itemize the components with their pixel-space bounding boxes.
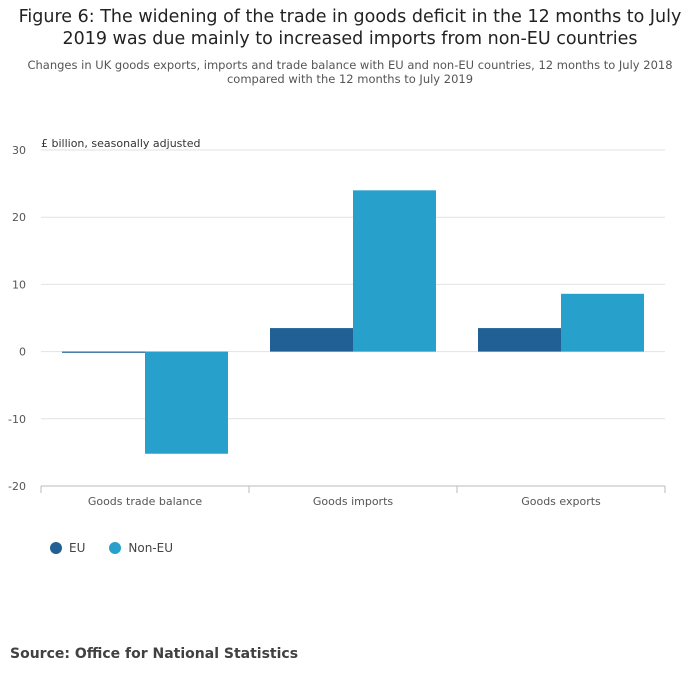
y-tick-label: 0 xyxy=(19,346,26,359)
x-category-label: Goods imports xyxy=(313,495,394,508)
y-tick-label: -10 xyxy=(8,413,26,426)
y-tick-label: 30 xyxy=(12,144,26,157)
bars xyxy=(62,190,644,454)
legend-item-non-eu[interactable]: Non-EU xyxy=(109,541,173,555)
y-tick-label: 20 xyxy=(12,211,26,224)
legend-label-eu: EU xyxy=(69,541,86,555)
bar-non-eu-goods-trade-balance[interactable] xyxy=(145,351,228,454)
legend-marker-non-eu xyxy=(109,542,122,554)
legend-label-non-eu: Non-EU xyxy=(128,541,173,555)
x-axis: Goods trade balance Goods imports Goods ex… xyxy=(40,486,666,508)
bar-eu-goods-imports[interactable] xyxy=(270,328,353,352)
x-category-label: Goods trade balance xyxy=(88,495,203,508)
bar-non-eu-goods-exports[interactable] xyxy=(561,293,644,352)
legend: EU Non-EU xyxy=(50,541,197,555)
chart-subtitle: Changes in UK goods exports, imports and… xyxy=(27,58,673,86)
chart-title: Figure 6: The widening of the trade in g… xyxy=(18,7,682,49)
y-tick-label: -20 xyxy=(8,480,26,493)
bar-non-eu-goods-imports[interactable] xyxy=(353,190,436,352)
x-category-label: Goods exports xyxy=(521,495,601,508)
y-axis-ticks: 30 20 10 0 -10 -20 xyxy=(8,144,26,493)
y-axis-unit-label: £ billion, seasonally adjusted xyxy=(41,137,200,150)
source-note: Source: Office for National Statistics xyxy=(10,646,299,662)
y-tick-label: 10 xyxy=(12,278,26,291)
bar-eu-goods-exports[interactable] xyxy=(478,328,561,352)
legend-item-eu[interactable]: EU xyxy=(50,541,85,555)
legend-marker-eu xyxy=(50,542,62,554)
bar-eu-goods-trade-balance[interactable] xyxy=(62,351,145,353)
